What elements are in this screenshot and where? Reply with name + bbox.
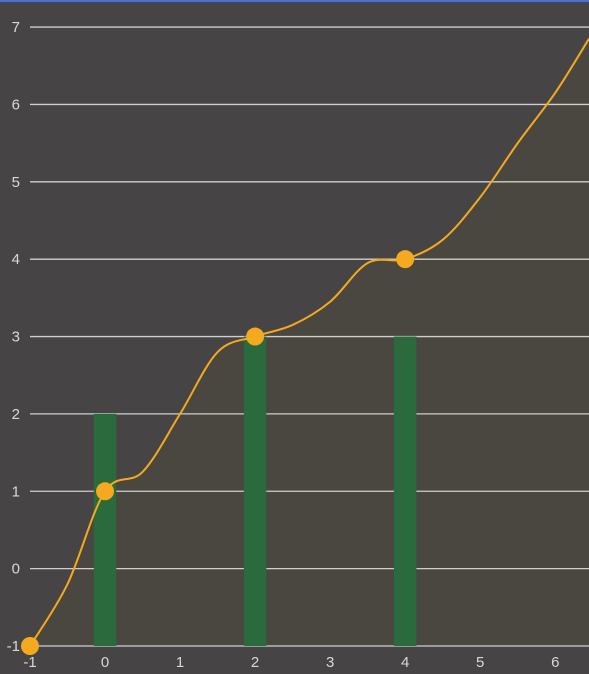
x-tick-label: 5 [476, 654, 484, 671]
top-border [0, 0, 589, 2]
y-tick-label: 4 [12, 251, 20, 268]
grid-layer [30, 26, 589, 647]
x-tick-label: 4 [401, 654, 409, 671]
x-tick-label: 2 [251, 654, 259, 671]
area-layer [30, 38, 589, 647]
data-point [396, 250, 415, 269]
y-tick-label: 2 [12, 406, 20, 423]
x-axis-ticks: -1 0 1 2 3 4 5 6 [23, 654, 559, 671]
y-tick-label: 1 [12, 483, 20, 500]
bar [93, 413, 117, 646]
bar-layer [93, 336, 417, 646]
y-tick-label: 7 [12, 19, 20, 36]
y-tick-label: 0 [12, 561, 20, 578]
point-layer [21, 250, 415, 655]
bar [243, 336, 267, 646]
x-tick-label: 3 [326, 654, 334, 671]
x-tick-label: 6 [551, 654, 559, 671]
x-tick-label: 0 [101, 654, 109, 671]
x-tick-label: 1 [176, 654, 184, 671]
y-axis-ticks: -1 0 1 2 3 4 5 6 7 [7, 19, 20, 655]
y-tick-label: 3 [12, 329, 20, 346]
y-tick-label: -1 [7, 638, 20, 655]
data-point [21, 637, 39, 655]
bar [393, 336, 417, 646]
x-tick-label: -1 [23, 654, 36, 671]
data-point [96, 482, 115, 501]
y-tick-label: 5 [12, 174, 20, 191]
area-fill [30, 38, 589, 647]
data-point [246, 327, 265, 346]
y-tick-label: 6 [12, 96, 20, 113]
